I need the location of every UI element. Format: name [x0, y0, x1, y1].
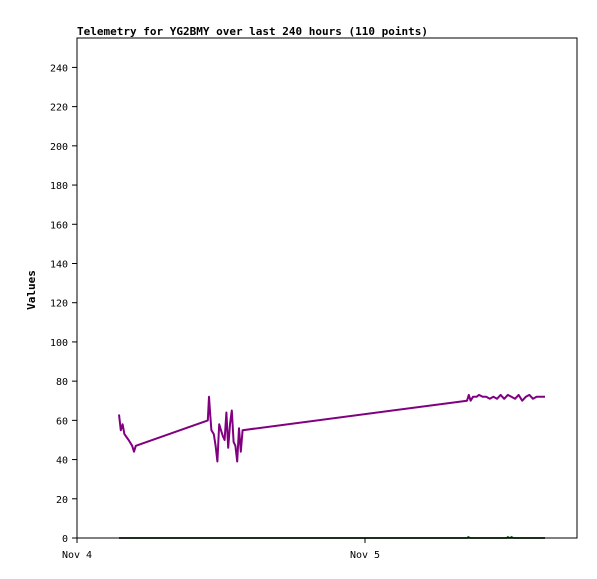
y-tick-label: 140	[50, 259, 68, 270]
y-tick-label: 160	[50, 220, 68, 231]
y-tick-label: 240	[50, 63, 68, 74]
x-tick-label: Nov 5	[350, 550, 380, 561]
y-tick-label: 0	[62, 534, 68, 545]
chart-title: Telemetry for YG2BMY over last 240 hours…	[77, 25, 428, 38]
plot-frame	[76, 37, 578, 539]
y-tick-label: 200	[50, 142, 68, 153]
series-lines	[118, 393, 545, 539]
y-tick-label: 40	[56, 456, 68, 467]
y-tick-label: 80	[56, 377, 68, 388]
y-tick-label: 60	[56, 416, 68, 427]
series-line-1	[118, 393, 545, 463]
y-tick-label: 220	[50, 103, 68, 114]
x-tick-label: Nov 4	[62, 550, 92, 561]
y-tick-label: 120	[50, 299, 68, 310]
y-axis-label: Values	[25, 270, 38, 310]
y-tick-label: 100	[50, 338, 68, 349]
y-tick-label: 20	[56, 495, 68, 506]
axis-ticks: 0 20 40 60 80 100 120 140 160 180 200 220 240 Nov 4 No…	[50, 63, 380, 561]
y-tick-label: 180	[50, 181, 68, 192]
